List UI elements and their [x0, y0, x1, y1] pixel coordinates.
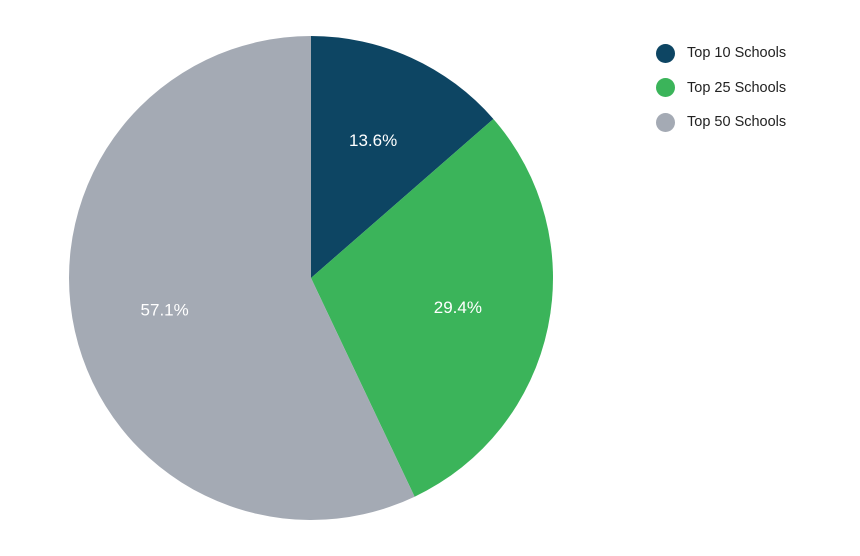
- legend-swatch-top-10: [656, 43, 675, 63]
- legend-label-top-25: Top 25 Schools: [687, 79, 787, 96]
- legend-item-top-25[interactable]: Top 25 Schools: [656, 71, 786, 106]
- legend-item-top-50[interactable]: Top 50 Schools: [656, 105, 786, 140]
- legend-label-top-10: Top 10 Schools: [687, 45, 787, 62]
- slice-labels: 13.6% 29.4% 57.1%: [141, 131, 482, 319]
- slice-label-top-50-schools: 57.1%: [141, 300, 189, 319]
- legend-label-top-50: Top 50 Schools: [687, 114, 787, 131]
- legend-swatch-top-25: [656, 78, 675, 98]
- pie-slices: [68, 36, 553, 520]
- legend-item-top-10[interactable]: Top 10 Schools: [656, 36, 786, 71]
- legend-swatch-top-50: [656, 112, 675, 132]
- chart-legend: Top 10 Schools Top 25 Schools Top 50 Sch…: [656, 36, 786, 140]
- pie-slice-top-25-schools[interactable]: [311, 118, 553, 497]
- slice-label-top-10-schools: 13.6%: [349, 131, 397, 150]
- pie-slice-top-10-schools[interactable]: [311, 36, 494, 278]
- slice-label-top-25-schools: 29.4%: [434, 298, 482, 317]
- pie-slice-top-50-schools[interactable]: [68, 36, 415, 520]
